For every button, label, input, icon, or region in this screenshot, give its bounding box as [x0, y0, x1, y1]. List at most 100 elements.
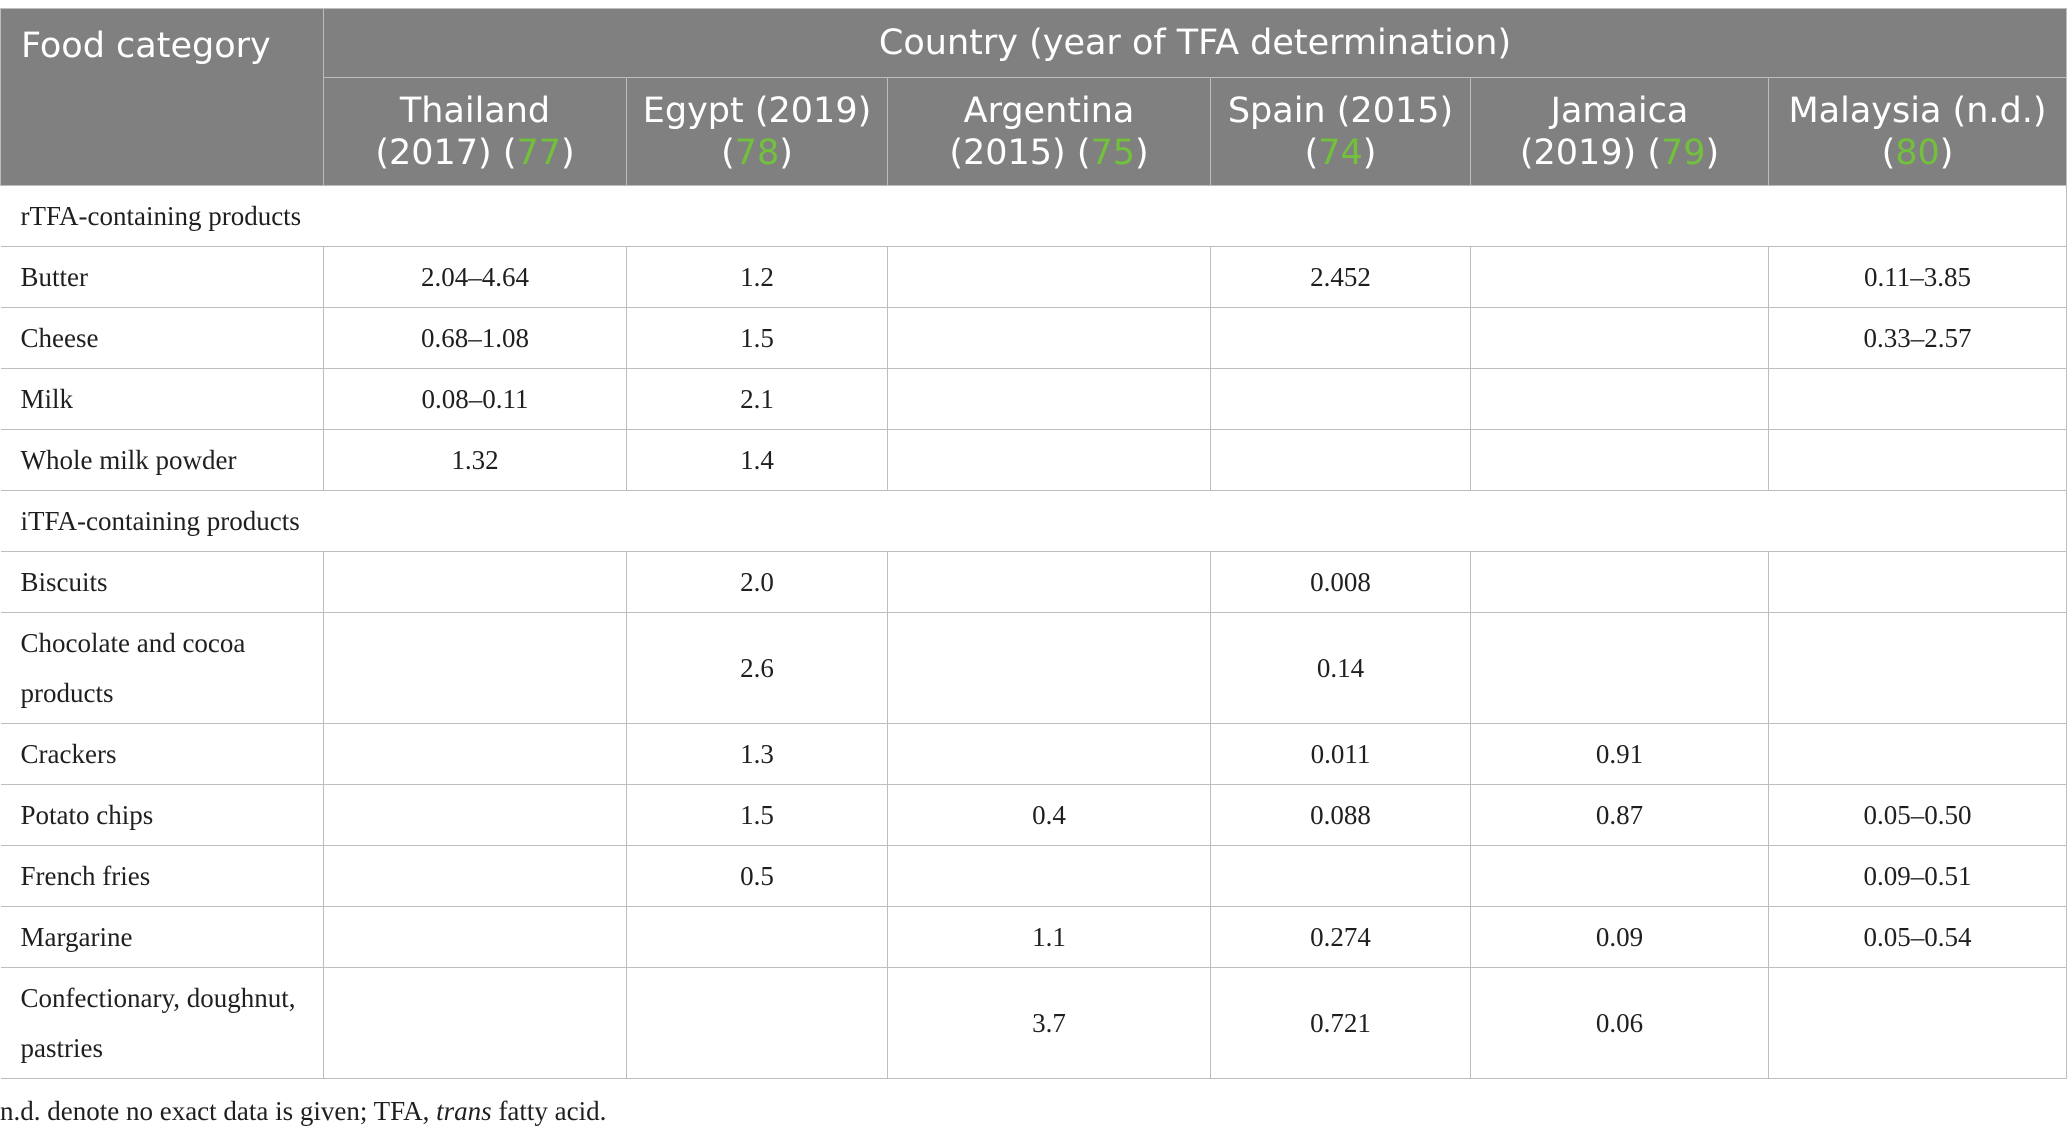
value-cell: 0.68–1.08 — [323, 307, 627, 369]
value-cell — [1470, 246, 1769, 308]
food-category-header: Food category — [0, 8, 324, 186]
category-cell: French fries — [0, 845, 324, 907]
country-header-jamaica: Jamaica (2019) (79) — [1470, 77, 1769, 186]
value-cell — [323, 723, 627, 785]
value-cell — [887, 723, 1211, 785]
value-cell: 0.4 — [887, 784, 1211, 846]
value-cell: 0.5 — [626, 845, 888, 907]
table-row: Cheese 0.68–1.08 1.5 0.33–2.57 — [0, 307, 2067, 369]
section-row: rTFA-containing products — [0, 185, 2067, 247]
value-cell: 0.05–0.54 — [1768, 906, 2067, 968]
value-cell — [1210, 307, 1471, 369]
value-cell: 0.011 — [1210, 723, 1471, 785]
value-cell: 0.721 — [1210, 967, 1471, 1079]
section-row: iTFA-containing products — [0, 490, 2067, 552]
value-cell: 0.33–2.57 — [1768, 307, 2067, 369]
value-cell — [1470, 368, 1769, 430]
category-cell: Potato chips — [0, 784, 324, 846]
value-cell: 0.008 — [1210, 551, 1471, 613]
value-cell — [1470, 845, 1769, 907]
value-cell: 1.2 — [626, 246, 888, 308]
table-row: Butter 2.04–4.64 1.2 2.452 0.11–3.85 — [0, 246, 2067, 308]
category-cell: Chocolate and cocoa products — [0, 612, 324, 724]
category-cell: Milk — [0, 368, 324, 430]
value-cell — [323, 551, 627, 613]
reference-link[interactable]: 80 — [1895, 132, 1940, 173]
table-row: Crackers 1.3 0.011 0.91 — [0, 723, 2067, 785]
value-cell: 0.91 — [1470, 723, 1769, 785]
value-cell: 0.11–3.85 — [1768, 246, 2067, 308]
reference-link[interactable]: 75 — [1090, 132, 1136, 173]
value-cell — [1470, 551, 1769, 613]
value-cell: 2.452 — [1210, 246, 1471, 308]
value-cell: 0.87 — [1470, 784, 1769, 846]
country-group-header: Country (year of TFA determination) — [323, 8, 2067, 78]
table-row: Potato chips 1.5 0.4 0.088 0.87 0.05–0.5… — [0, 784, 2067, 846]
value-cell: 0.09 — [1470, 906, 1769, 968]
country-header-thailand: Thailand (2017) (77) — [323, 77, 627, 186]
reference-link[interactable]: 77 — [516, 132, 562, 173]
value-cell — [1210, 845, 1471, 907]
value-cell — [1768, 368, 2067, 430]
table-row: Milk 0.08–0.11 2.1 — [0, 368, 2067, 430]
reference-link[interactable]: 74 — [1318, 132, 1363, 173]
value-cell: 2.6 — [626, 612, 888, 724]
value-cell: 0.088 — [1210, 784, 1471, 846]
value-cell: 0.09–0.51 — [1768, 845, 2067, 907]
country-header-argentina: Argentina (2015) (75) — [887, 77, 1211, 186]
value-cell: 1.1 — [887, 906, 1211, 968]
section-title: iTFA-containing products — [0, 490, 2067, 552]
value-cell: 1.4 — [626, 429, 888, 491]
value-cell — [887, 612, 1211, 724]
tfa-table: Food category Country (year of TFA deter… — [0, 8, 2067, 1079]
category-cell: Whole milk powder — [0, 429, 324, 491]
value-cell: 0.05–0.50 — [1768, 784, 2067, 846]
value-cell: 3.7 — [887, 967, 1211, 1079]
value-cell — [1470, 307, 1769, 369]
value-cell: 0.274 — [1210, 906, 1471, 968]
reference-link[interactable]: 78 — [734, 132, 780, 173]
value-cell: 0.14 — [1210, 612, 1471, 724]
value-cell: 2.1 — [626, 368, 888, 430]
table-footnote: n.d. denote no exact data is given; TFA,… — [0, 1096, 607, 1126]
category-cell: Confectionary, doughnut, pastries — [0, 967, 324, 1079]
table-row: French fries 0.5 0.09–0.51 — [0, 845, 2067, 907]
category-cell: Cheese — [0, 307, 324, 369]
table-row: Chocolate and cocoa products 2.6 0.14 — [0, 612, 2067, 724]
value-cell — [323, 784, 627, 846]
value-cell: 1.32 — [323, 429, 627, 491]
value-cell — [1768, 967, 2067, 1079]
value-cell — [1470, 429, 1769, 491]
value-cell: 0.08–0.11 — [323, 368, 627, 430]
value-cell — [626, 967, 888, 1079]
value-cell: 1.5 — [626, 307, 888, 369]
category-cell: Crackers — [0, 723, 324, 785]
value-cell — [1768, 429, 2067, 491]
value-cell — [1210, 429, 1471, 491]
country-header-egypt: Egypt (2019) (78) — [626, 77, 888, 186]
value-cell — [887, 368, 1211, 430]
value-cell — [323, 612, 627, 724]
country-header-malaysia: Malaysia (n.d.) (80) — [1768, 77, 2067, 186]
table-row: Biscuits 2.0 0.008 — [0, 551, 2067, 613]
table-row: Margarine 1.1 0.274 0.09 0.05–0.54 — [0, 906, 2067, 968]
value-cell — [1768, 612, 2067, 724]
category-cell: Butter — [0, 246, 324, 308]
value-cell — [323, 967, 627, 1079]
section-title: rTFA-containing products — [0, 185, 2067, 247]
value-cell — [887, 845, 1211, 907]
value-cell: 2.04–4.64 — [323, 246, 627, 308]
table-header: Food category Country (year of TFA deter… — [0, 8, 2067, 186]
country-header-spain: Spain (2015) (74) — [1210, 77, 1471, 186]
value-cell — [1768, 723, 2067, 785]
category-cell: Biscuits — [0, 551, 324, 613]
value-cell — [323, 845, 627, 907]
value-cell: 1.5 — [626, 784, 888, 846]
table-row: Whole milk powder 1.32 1.4 — [0, 429, 2067, 491]
table-row: Confectionary, doughnut, pastries 3.7 0.… — [0, 967, 2067, 1079]
value-cell — [887, 429, 1211, 491]
value-cell — [887, 551, 1211, 613]
reference-link[interactable]: 79 — [1660, 132, 1706, 173]
table-body: rTFA-containing products Butter 2.04–4.6… — [0, 185, 2067, 1079]
value-cell — [1210, 368, 1471, 430]
